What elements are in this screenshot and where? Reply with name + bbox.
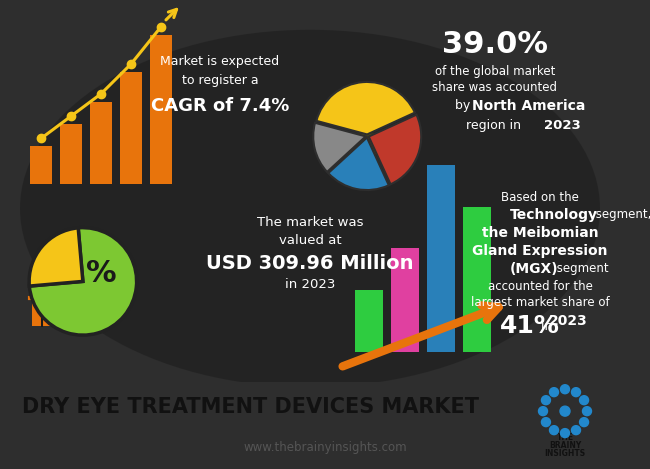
Text: Based on the: Based on the	[501, 190, 579, 204]
Text: largest market share of: largest market share of	[471, 296, 609, 309]
Circle shape	[580, 417, 588, 427]
Wedge shape	[29, 227, 136, 335]
Circle shape	[549, 426, 558, 435]
Circle shape	[560, 429, 569, 438]
Text: DRY EYE TREATMENT DEVICES MARKET: DRY EYE TREATMENT DEVICES MARKET	[21, 397, 478, 417]
Wedge shape	[313, 123, 366, 172]
Bar	[150, 35, 172, 184]
Circle shape	[580, 396, 588, 405]
Circle shape	[560, 406, 570, 416]
Text: The market was: The market was	[257, 216, 363, 229]
Circle shape	[560, 385, 569, 393]
Text: the Meibomian: the Meibomian	[482, 227, 598, 241]
Bar	[60, 124, 82, 184]
Wedge shape	[369, 115, 421, 184]
Text: by: by	[455, 99, 474, 112]
Text: 2023: 2023	[549, 314, 588, 328]
Text: North America: North America	[472, 99, 586, 113]
Text: valued at: valued at	[279, 234, 341, 247]
Text: in 2023: in 2023	[285, 278, 335, 291]
Wedge shape	[29, 228, 83, 286]
Bar	[463, 206, 491, 352]
Text: INSIGHTS: INSIGHTS	[545, 448, 586, 458]
Wedge shape	[317, 82, 415, 135]
Text: accounted for the: accounted for the	[488, 280, 592, 293]
Text: of the global market: of the global market	[435, 65, 555, 77]
Text: THE: THE	[556, 432, 573, 442]
Text: %: %	[86, 259, 117, 288]
Bar	[90, 102, 112, 184]
Text: (MGX): (MGX)	[510, 262, 558, 276]
Bar	[30, 146, 52, 184]
Text: region in: region in	[465, 119, 525, 132]
Circle shape	[541, 417, 551, 427]
Text: CAGR of 7.4%: CAGR of 7.4%	[151, 97, 289, 115]
Bar	[355, 290, 383, 352]
Bar	[120, 72, 142, 184]
Text: 39.0%: 39.0%	[442, 30, 548, 59]
FancyBboxPatch shape	[32, 298, 72, 325]
Text: www.thebrainyinsights.com: www.thebrainyinsights.com	[243, 440, 407, 454]
Circle shape	[541, 396, 551, 405]
Text: to register a: to register a	[182, 75, 258, 87]
Text: 41%: 41%	[500, 314, 560, 338]
Circle shape	[571, 426, 580, 435]
Circle shape	[582, 407, 592, 416]
Text: share was accounted: share was accounted	[432, 82, 558, 94]
Bar	[427, 165, 455, 352]
Text: USD 309.96 Million: USD 309.96 Million	[206, 254, 414, 273]
Text: Gland Expression: Gland Expression	[473, 244, 608, 258]
Text: BRAINY: BRAINY	[549, 440, 581, 450]
Wedge shape	[328, 137, 389, 190]
Text: in: in	[537, 320, 556, 333]
Text: segment,: segment,	[592, 209, 650, 221]
Text: Market is expected: Market is expected	[161, 54, 280, 68]
Bar	[391, 248, 419, 352]
Circle shape	[549, 388, 558, 397]
Circle shape	[571, 388, 580, 397]
Ellipse shape	[20, 30, 600, 387]
Ellipse shape	[317, 133, 417, 154]
Text: segment: segment	[553, 262, 608, 275]
Text: Technology: Technology	[510, 209, 598, 222]
Circle shape	[538, 407, 547, 416]
Text: 2023: 2023	[544, 119, 580, 132]
